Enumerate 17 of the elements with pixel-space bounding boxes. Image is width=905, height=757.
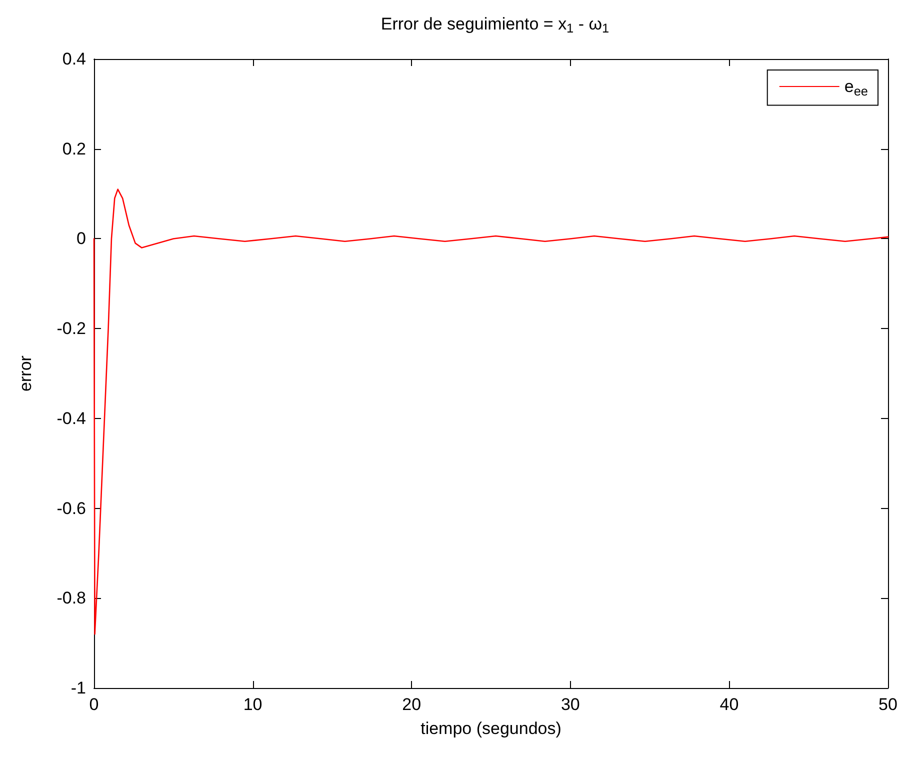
y-tick-label: -1 xyxy=(70,678,86,698)
y-tick-label: -0.8 xyxy=(56,588,86,608)
y-tick-label: 0.4 xyxy=(62,50,86,68)
x-tick-label: 30 xyxy=(560,695,580,714)
y-tick-label: -0.4 xyxy=(56,408,86,428)
line-series xyxy=(93,188,889,635)
y-tick-label: 0.2 xyxy=(62,139,86,158)
x-tick-label: 20 xyxy=(402,695,422,714)
x-tick-label: 50 xyxy=(878,695,898,714)
x-axis-title: tiempo (segundos) xyxy=(420,719,562,738)
y-tick-label: -0.6 xyxy=(56,498,86,518)
y-tick-label: -0.2 xyxy=(56,319,86,338)
x-tick-label: 0 xyxy=(89,695,99,714)
x-tick-label: 10 xyxy=(243,695,262,714)
x-tick-label: 40 xyxy=(720,695,739,714)
y-tick-label: 0 xyxy=(76,229,86,248)
y-axis-title: error xyxy=(16,355,35,392)
